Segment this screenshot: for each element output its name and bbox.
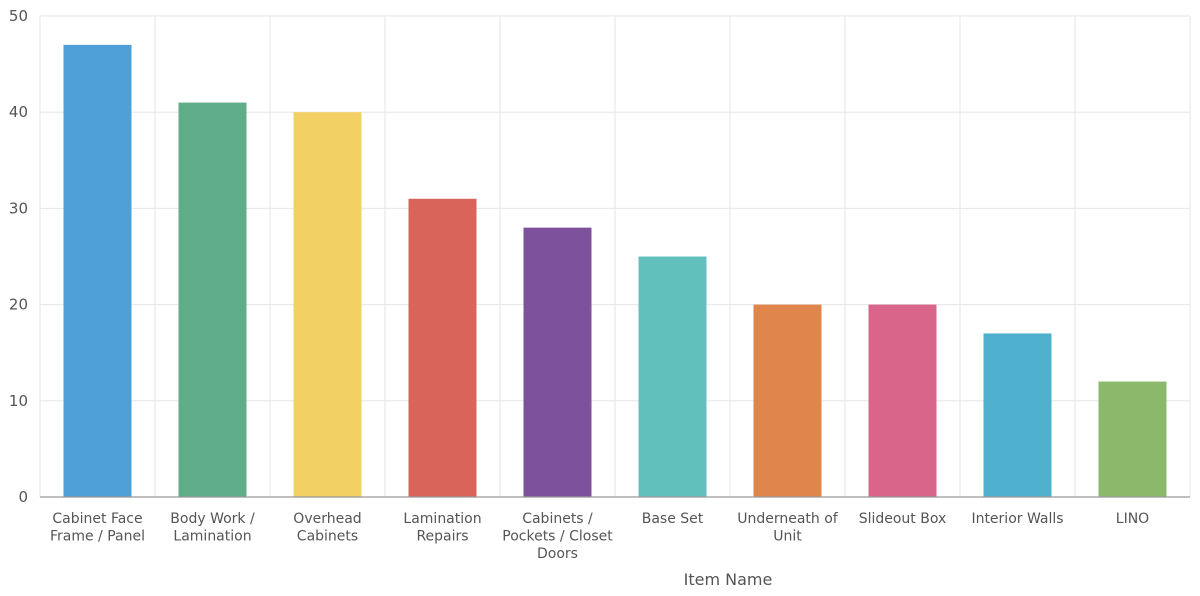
x-tick-label-line: LINO [1116, 511, 1149, 527]
y-tick-label: 30 [9, 199, 28, 217]
bars [63, 44, 1167, 498]
bar[interactable] [293, 112, 362, 497]
x-tick-label: Lamination Repairs [403, 511, 481, 545]
x-axis-title: Item Name [684, 570, 773, 589]
y-tick-label: 50 [9, 7, 28, 25]
x-tick-label-line: Unit [773, 529, 802, 545]
x-tick-label: Cabinet Face Frame / Panel [50, 511, 145, 545]
bar[interactable] [523, 227, 592, 497]
bar[interactable] [1098, 381, 1167, 497]
x-tick-label-line: Slideout Box [859, 511, 947, 527]
x-tick-label-line: Cabinet Face [52, 511, 142, 527]
bar[interactable] [983, 333, 1052, 497]
x-tick-label: Slideout Box [859, 511, 947, 527]
x-tick-label: LINO [1116, 511, 1149, 527]
x-tick-label: Cabinets / Pockets / Closet Doors [502, 511, 613, 562]
y-tick-label: 20 [9, 296, 28, 314]
x-tick-label: Interior Walls [971, 511, 1063, 527]
y-tick-labels: 0 10 20 30 40 50 [9, 7, 28, 506]
bar[interactable] [638, 256, 707, 498]
x-tick-label-line: Doors [537, 546, 578, 562]
x-tick-label-line: Cabinets / [522, 511, 593, 527]
y-tick-label: 10 [9, 392, 28, 410]
x-tick-label: Base Set [642, 511, 704, 527]
x-category-labels: Cabinet Face Frame / Panel Body Work / Lami… [50, 511, 1149, 562]
x-tick-label: Overhead Cabinets [293, 511, 361, 545]
bar[interactable] [178, 102, 247, 497]
x-tick-label-line: Cabinets [297, 529, 358, 545]
x-tick-label-line: Frame / Panel [50, 529, 145, 545]
x-tick-label-line: Pockets / Closet [502, 529, 613, 545]
bar[interactable] [753, 304, 822, 497]
x-tick-label-line: Interior Walls [971, 511, 1063, 527]
x-tick-label-line: Body Work / [170, 511, 255, 527]
x-tick-label-line: Repairs [416, 529, 468, 545]
bar[interactable] [408, 198, 477, 497]
bar[interactable] [868, 304, 937, 497]
x-tick-label-line: Lamination [403, 511, 481, 527]
x-tick-label-line: Base Set [642, 511, 704, 527]
bar[interactable] [63, 44, 132, 498]
x-tick-label-line: Overhead [293, 511, 361, 527]
x-tick-label: Body Work / Lamination [170, 511, 255, 545]
y-tick-label: 40 [9, 103, 28, 121]
x-tick-label-line: Underneath of [737, 511, 839, 527]
x-tick-label-line: Lamination [173, 529, 251, 545]
y-tick-label: 0 [18, 488, 28, 506]
x-tick-label: Underneath of Unit [737, 511, 839, 545]
